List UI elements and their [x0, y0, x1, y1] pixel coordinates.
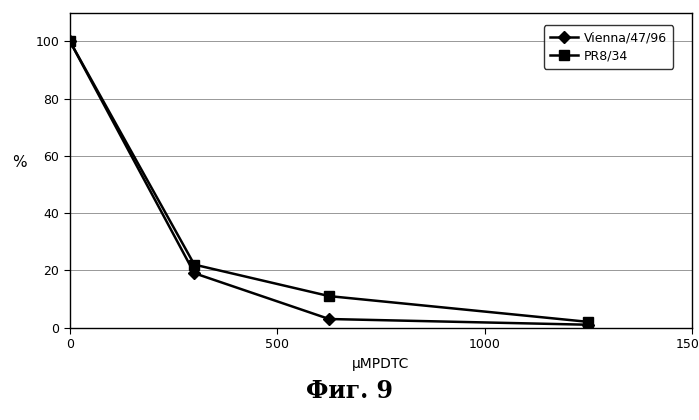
- PR8/34: [325, 294, 333, 299]
- PR8/34: [66, 39, 74, 44]
- X-axis label: μMPDTC: μMPDTC: [352, 357, 410, 370]
- Vienna/47/96: [584, 322, 593, 327]
- Vienna/47/96: [66, 39, 74, 44]
- Line: PR8/34: PR8/34: [65, 37, 593, 327]
- Text: Фиг. 9: Фиг. 9: [306, 379, 393, 403]
- Vienna/47/96: [325, 317, 333, 322]
- Vienna/47/96: [190, 270, 199, 276]
- Y-axis label: %: %: [12, 155, 27, 170]
- Line: Vienna/47/96: Vienna/47/96: [66, 37, 593, 329]
- PR8/34: [584, 319, 593, 324]
- PR8/34: [190, 262, 199, 267]
- Legend: Vienna/47/96, PR8/34: Vienna/47/96, PR8/34: [544, 25, 673, 68]
